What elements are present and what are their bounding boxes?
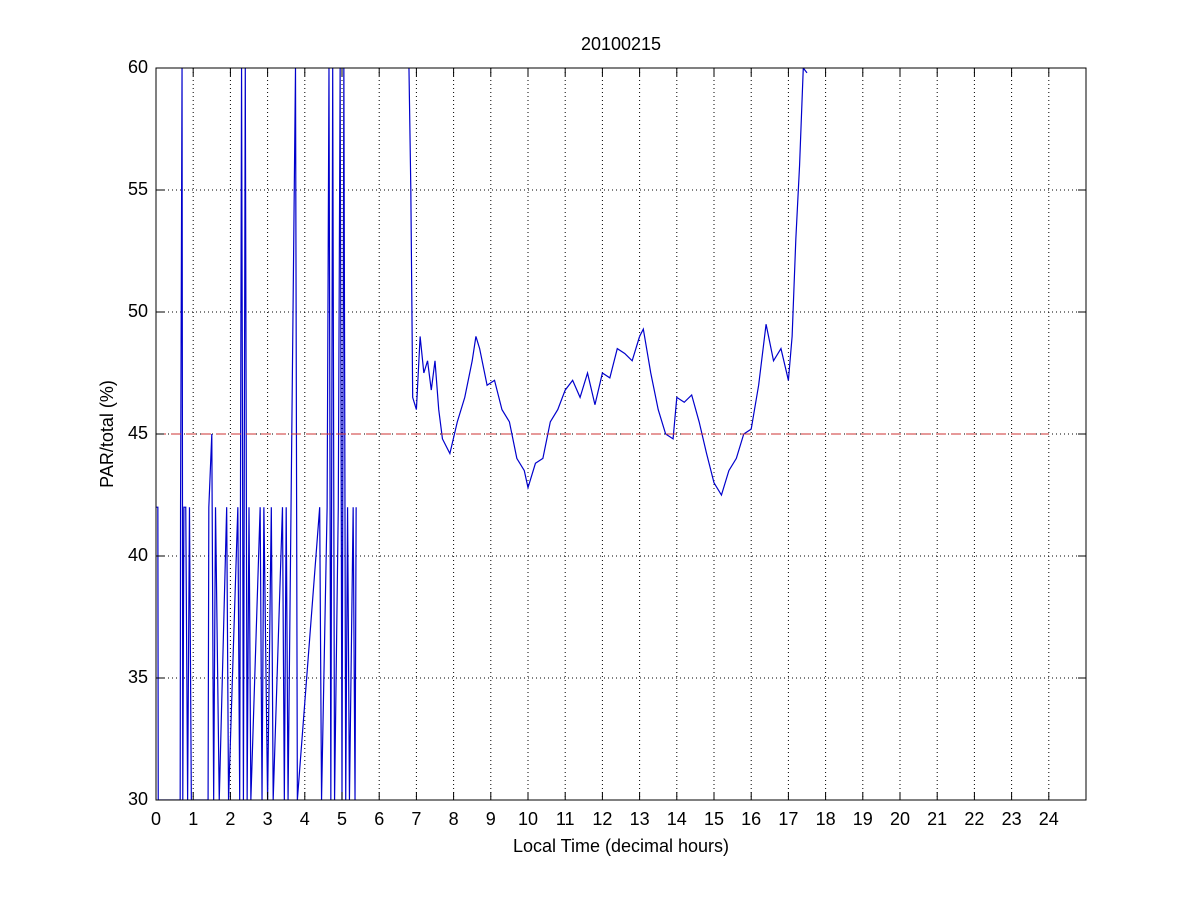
y-tick-label: 30 bbox=[128, 789, 148, 809]
x-tick-label: 19 bbox=[853, 809, 873, 829]
x-tick-label: 11 bbox=[556, 809, 575, 829]
y-axis-label: PAR/total (%) bbox=[97, 380, 117, 488]
y-tick-label: 35 bbox=[128, 667, 148, 687]
x-tick-label: 8 bbox=[449, 809, 459, 829]
y-tick-label: 50 bbox=[128, 301, 148, 321]
chart-title: 20100215 bbox=[581, 34, 661, 54]
x-tick-label: 24 bbox=[1039, 809, 1059, 829]
y-tick-label: 55 bbox=[128, 179, 148, 199]
x-tick-label: 16 bbox=[741, 809, 761, 829]
x-tick-label: 6 bbox=[374, 809, 384, 829]
x-tick-label: 5 bbox=[337, 809, 347, 829]
y-tick-label: 40 bbox=[128, 545, 148, 565]
x-tick-label: 7 bbox=[411, 809, 421, 829]
x-tick-label: 17 bbox=[778, 809, 798, 829]
x-tick-label: 18 bbox=[816, 809, 836, 829]
x-tick-label: 21 bbox=[927, 809, 947, 829]
x-tick-label: 15 bbox=[704, 809, 724, 829]
x-tick-label: 1 bbox=[188, 809, 198, 829]
x-axis-label: Local Time (decimal hours) bbox=[513, 836, 729, 856]
x-tick-label: 10 bbox=[518, 809, 538, 829]
x-tick-label: 9 bbox=[486, 809, 496, 829]
x-tick-label: 2 bbox=[225, 809, 235, 829]
x-tick-label: 12 bbox=[592, 809, 612, 829]
plot-marks bbox=[156, 68, 1049, 800]
x-tick-label: 4 bbox=[300, 809, 310, 829]
x-tick-label: 22 bbox=[964, 809, 984, 829]
x-tick-label: 3 bbox=[263, 809, 273, 829]
x-tick-label: 14 bbox=[667, 809, 687, 829]
y-tick-label: 60 bbox=[128, 57, 148, 77]
y-tick-label: 45 bbox=[128, 423, 148, 443]
x-tick-label: 20 bbox=[890, 809, 910, 829]
x-tick-label: 13 bbox=[630, 809, 650, 829]
data-line bbox=[156, 68, 357, 800]
x-tick-label: 0 bbox=[151, 809, 161, 829]
x-tick-label: 23 bbox=[1002, 809, 1022, 829]
